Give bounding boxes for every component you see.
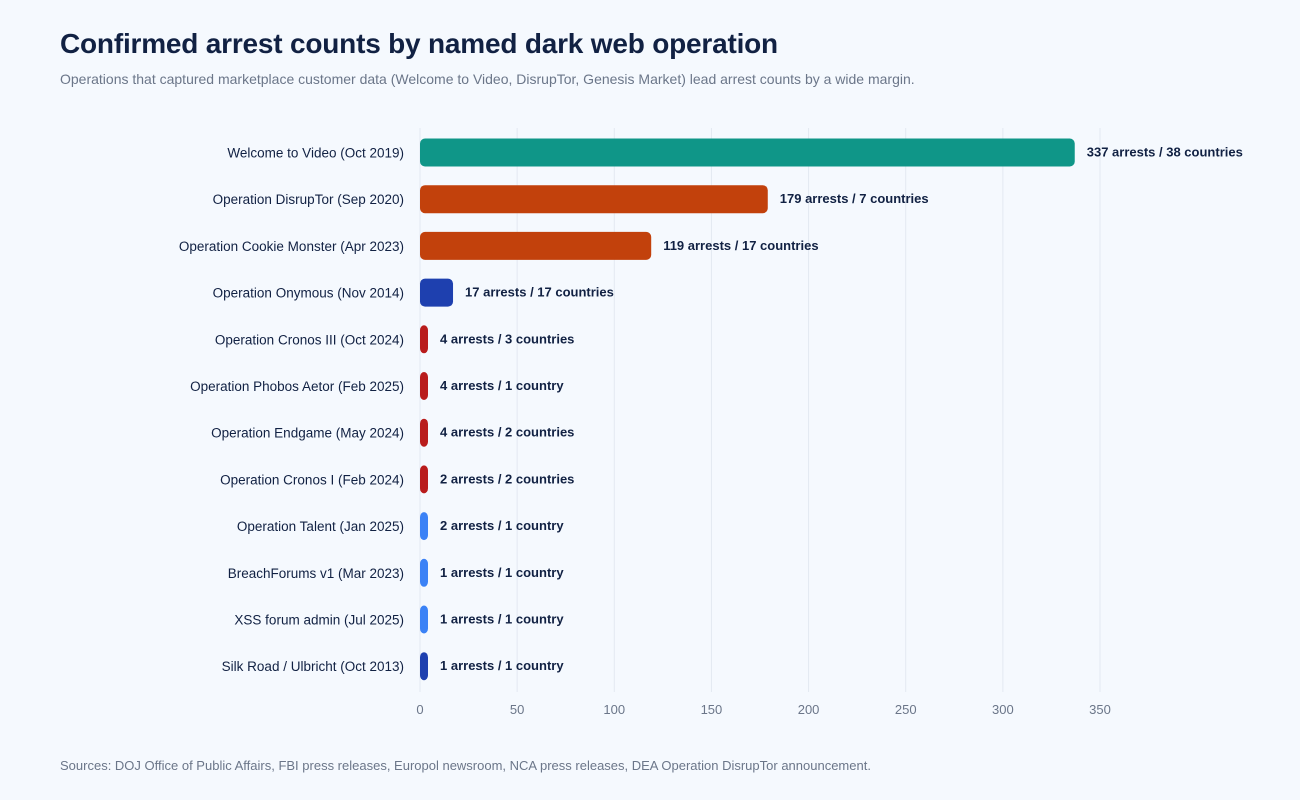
category-label: Operation Phobos Aetor (Feb 2025) [190,379,404,394]
data-label: 119 arrests / 17 countries [663,238,818,253]
data-label: 2 arrests / 2 countries [440,471,574,486]
bar [420,465,428,494]
category-label: Operation Onymous (Nov 2014) [213,286,404,301]
data-label: 4 arrests / 2 countries [440,425,574,440]
bar [420,372,428,400]
data-label: 4 arrests / 3 countries [440,331,574,346]
x-tick-label: 100 [603,702,625,717]
data-label: 337 arrests / 38 countries [1087,145,1243,160]
category-label: Operation Endgame (May 2024) [211,426,404,441]
chart-title: Confirmed arrest counts by named dark we… [60,28,778,59]
x-tick-label: 300 [992,702,1014,717]
bar [420,278,454,307]
data-label: 2 arrests / 1 country [440,518,564,533]
category-label: Silk Road / Ulbricht (Oct 2013) [222,659,404,674]
bar [420,138,1075,167]
x-tick-label: 350 [1089,702,1111,717]
bar [420,231,652,260]
category-label: XSS forum admin (Jul 2025) [234,613,404,628]
data-label: 1 arrests / 1 country [440,612,564,627]
bar [420,512,428,541]
category-label: Operation Cronos III (Oct 2024) [215,332,404,347]
bar [420,652,428,681]
sources-footnote: Sources: DOJ Office of Public Affairs, F… [60,758,871,773]
data-label: 1 arrests / 1 country [440,658,564,673]
data-label: 17 arrests / 17 countries [465,285,614,300]
chart-subtitle: Operations that captured marketplace cus… [60,71,915,87]
data-label: 179 arrests / 7 countries [780,191,929,206]
bar [420,185,768,214]
x-tick-label: 200 [798,702,820,717]
data-label: 1 arrests / 1 country [440,565,564,580]
x-tick-label: 150 [701,702,723,717]
bar [420,418,428,447]
category-label: Welcome to Video (Oct 2019) [227,146,404,161]
x-tick-label: 50 [510,702,524,717]
category-label: Operation Talent (Jan 2025) [237,519,404,534]
bar [420,605,428,634]
bar [420,325,428,354]
category-label: Operation Cookie Monster (Apr 2023) [179,239,404,254]
category-label: Operation DisrupTor (Sep 2020) [213,192,404,207]
category-label: BreachForums v1 (Mar 2023) [228,566,404,581]
bar [420,558,428,587]
category-label: Operation Cronos I (Feb 2024) [220,472,404,487]
x-tick-label: 250 [895,702,917,717]
data-label: 4 arrests / 1 country [440,378,564,393]
x-tick-label: 0 [416,702,423,717]
